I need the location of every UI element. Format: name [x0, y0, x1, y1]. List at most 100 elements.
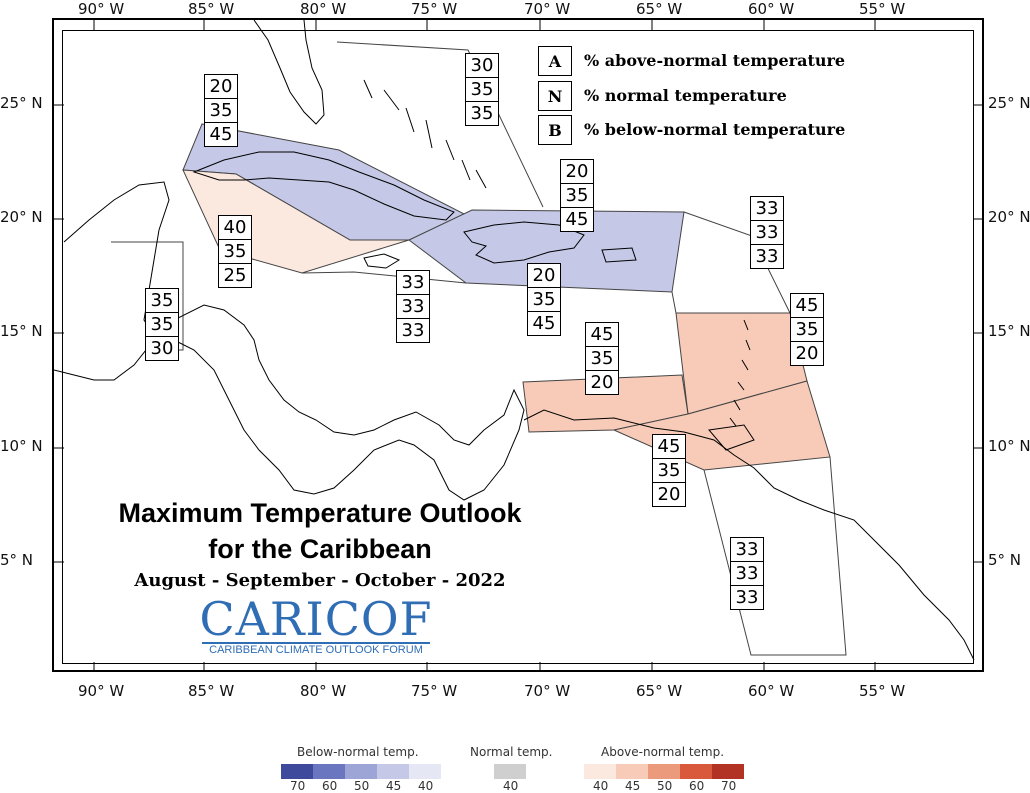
colorbar-above-tick: 60	[689, 779, 705, 793]
lat-label-left: 10° N	[0, 437, 43, 455]
colorbar-below-swatch	[409, 764, 441, 779]
prob-above: 35	[150, 290, 174, 311]
key-letter: A	[538, 46, 572, 76]
lat-label-right: 10° N	[988, 437, 1030, 455]
prob-normal: 35	[653, 458, 685, 482]
lon-label-bottom: 60° W	[748, 682, 795, 700]
colorbar-below-tick: 45	[386, 779, 402, 793]
lat-label-right: 20° N	[988, 208, 1030, 226]
colorbar-above-swatch	[680, 764, 712, 779]
colorbar-above-swatch	[616, 764, 648, 779]
prob-normal: 35	[791, 317, 823, 341]
colorbar-normal-tick: 40	[503, 779, 519, 793]
prob-box-guianas: 33 33 33	[730, 537, 764, 610]
lat-label-left: 5° N	[0, 551, 34, 569]
prob-normal: 35	[466, 77, 498, 101]
colorbar-below-tick: 70	[290, 779, 306, 793]
prob-below: 25	[219, 263, 251, 287]
map-period: August - September - October - 2022	[134, 570, 506, 591]
colorbar-above-swatch	[712, 764, 744, 779]
prob-normal: 33	[731, 561, 763, 585]
prob-above: 45	[795, 295, 819, 316]
prob-above: 20	[209, 76, 233, 97]
colorbar-below-swatch	[345, 764, 377, 779]
prob-above: 40	[223, 217, 247, 238]
colorbar-below-swatch	[313, 764, 345, 779]
lon-label-bottom: 75° W	[411, 682, 458, 700]
lon-label-bottom: 70° W	[524, 682, 571, 700]
lon-label-top: 65° W	[636, 0, 683, 18]
lon-label-bottom: 85° W	[188, 682, 235, 700]
prob-above: 33	[755, 198, 779, 219]
lon-label-bottom: 55° W	[859, 682, 906, 700]
prob-normal: 35	[528, 287, 560, 311]
region-jamaica-outline	[301, 271, 467, 284]
prob-box-west-caribbean: 40 35 25	[218, 215, 252, 288]
prob-above: 30	[470, 55, 494, 76]
key-text: % normal temperature	[584, 86, 787, 105]
lon-label-bottom: 90° W	[78, 682, 125, 700]
lat-label-left: 25° N	[0, 94, 43, 112]
prob-box-leeward: 45 35 20	[790, 293, 824, 366]
region-bahamas-outline	[336, 41, 544, 208]
lat-label-right: 15° N	[988, 322, 1030, 340]
lat-label-right: 5° N	[988, 551, 1022, 569]
prob-below: 35	[466, 101, 498, 125]
lat-label-right: 25° N	[988, 94, 1030, 112]
prob-above: 20	[532, 265, 556, 286]
colorbar-above-tick: 50	[657, 779, 673, 793]
region-caribbean-divider	[671, 291, 677, 314]
colorbar-below-label: Below-normal temp.	[297, 745, 419, 759]
key-letter: B	[538, 115, 572, 145]
prob-normal: 33	[751, 220, 783, 244]
prob-box-abc: 45 35 20	[585, 322, 619, 395]
prob-box-jamaica: 33 33 33	[396, 270, 430, 343]
colorbar-normal-label: Normal temp.	[470, 745, 553, 759]
logo-wordmark: CARICOF	[199, 592, 433, 646]
colorbar-normal-swatch	[494, 764, 526, 779]
lon-label-top: 85° W	[188, 0, 235, 18]
logo-rule	[202, 642, 430, 644]
lon-label-bottom: 65° W	[636, 682, 683, 700]
coastline-jamaica	[363, 253, 401, 269]
map-title: Maximum Temperature Outlook	[118, 498, 522, 528]
colorbar-above-swatch	[648, 764, 680, 779]
prob-below: 33	[751, 244, 783, 268]
prob-below: 33	[397, 318, 429, 342]
region-hispaniola-pr	[408, 209, 685, 293]
prob-below: 20	[791, 341, 823, 365]
colorbar-above-tick: 70	[721, 779, 737, 793]
prob-box-bahamas: 30 35 35	[465, 53, 499, 126]
key-letter: N	[538, 81, 572, 111]
coastline-trinidad	[708, 424, 755, 451]
coastline-florida	[253, 20, 325, 125]
prob-normal: 35	[561, 183, 593, 207]
colorbar-below-tick: 60	[322, 779, 338, 793]
prob-normal: 33	[397, 294, 429, 318]
prob-above: 45	[590, 324, 614, 345]
prob-above: 33	[735, 539, 759, 560]
prob-box-belize: 35 35 30	[145, 288, 179, 361]
lon-label-top: 80° W	[300, 0, 347, 18]
coastline-puerto-rico	[601, 247, 637, 263]
prob-above: 33	[401, 272, 425, 293]
prob-normal: 35	[586, 346, 618, 370]
coastline-lesser-antilles	[729, 319, 751, 427]
lon-label-top: 70° W	[524, 0, 571, 18]
prob-box-atlantic: 33 33 33	[750, 196, 784, 269]
lat-label-left: 20° N	[0, 208, 43, 226]
prob-below: 20	[586, 370, 618, 394]
map-title-line2: for the Caribbean	[208, 534, 432, 564]
prob-below: 45	[561, 207, 593, 231]
colorbar-below-tick: 40	[418, 779, 434, 793]
prob-box-trinidad: 45 35 20	[652, 434, 686, 507]
region-guianas-outline	[703, 456, 847, 656]
colorbar-above-label: Above-normal temp.	[601, 745, 725, 759]
coastline-south-america	[523, 409, 975, 661]
prob-below: 33	[731, 585, 763, 609]
colorbar-below-tick: 50	[354, 779, 370, 793]
colorbar-above-tick: 45	[625, 779, 641, 793]
prob-box-cuba: 20 35 45	[204, 74, 238, 147]
prob-box-hispaniola: 20 35 45	[560, 159, 594, 232]
colorbar-above-tick: 40	[593, 779, 609, 793]
